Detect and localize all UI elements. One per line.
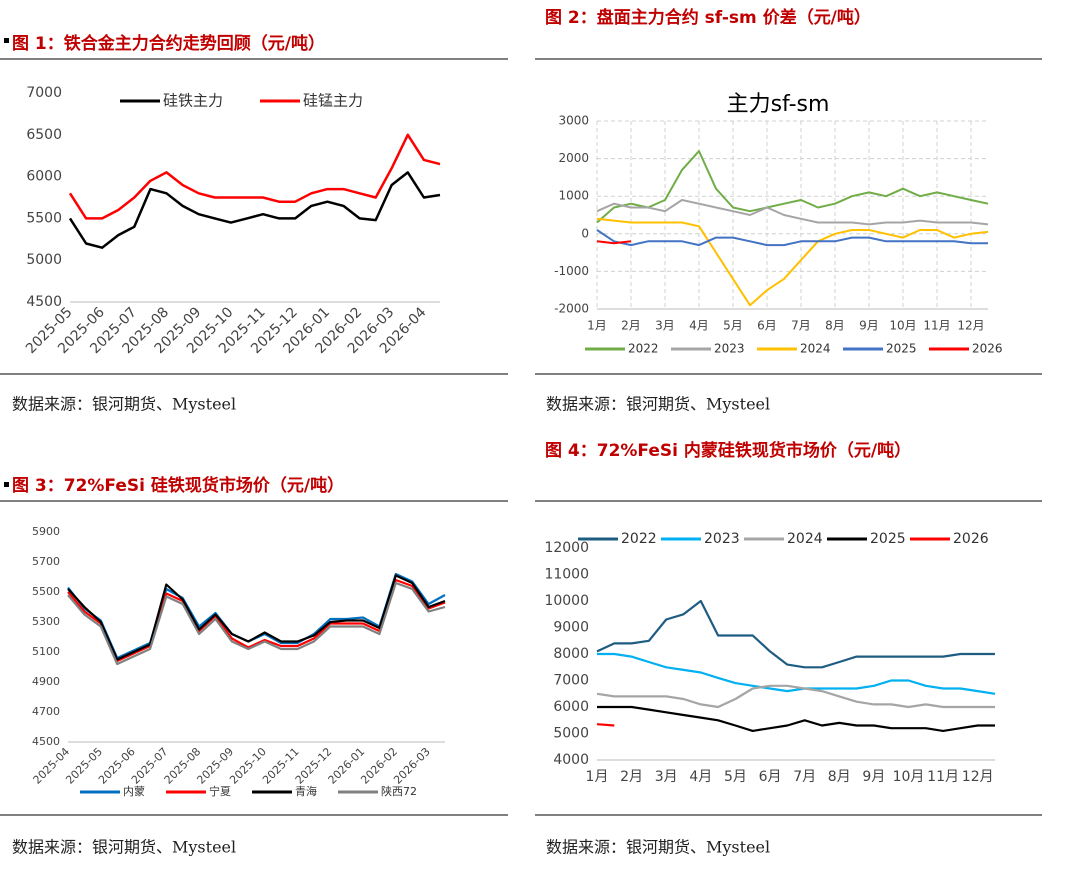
x-tick-label: 3月 — [655, 319, 675, 333]
y-tick-label: 2000 — [558, 151, 589, 165]
data-line — [67, 581, 446, 666]
source-note: 数据来源：银河期货、Mysteel — [12, 395, 236, 414]
x-tick-label: 5月 — [724, 769, 747, 785]
y-tick-label: 6500 — [26, 127, 62, 143]
data-line — [596, 240, 632, 245]
y-tick-label: 0 — [581, 226, 589, 240]
bullet — [4, 482, 9, 487]
x-tick-label: 10月 — [889, 319, 916, 333]
x-tick-label: 11月 — [923, 319, 950, 333]
legend-label: 内蒙 — [123, 784, 145, 798]
x-tick-label: 5月 — [723, 319, 743, 333]
y-tick-label: 8000 — [553, 646, 589, 662]
data-line — [596, 684, 995, 709]
legend-label: 硅锰主力 — [303, 92, 363, 110]
y-tick-label: -2000 — [554, 302, 589, 316]
x-tick-label: 2月 — [620, 769, 643, 785]
y-tick-label: 7000 — [553, 673, 589, 689]
data-line — [596, 723, 615, 727]
data-line — [596, 199, 989, 226]
y-tick-label: 7000 — [26, 85, 62, 101]
y-tick-label: 6000 — [26, 169, 62, 185]
legend-label: 青海 — [295, 784, 317, 798]
chart-title: 主力sf-sm — [727, 92, 830, 117]
figure-caption: 图 4：72%FeSi 内蒙硅铁现货市场价（元/吨） — [545, 440, 911, 461]
y-tick-label: 9000 — [553, 620, 589, 636]
y-tick-label: 1000 — [558, 189, 589, 203]
x-tick-label: 8月 — [825, 319, 845, 333]
legend-label: 宁夏 — [209, 784, 231, 798]
y-tick-label: 4900 — [32, 675, 60, 688]
legend-label: 2024 — [800, 342, 831, 356]
x-tick-label: 1月 — [586, 769, 609, 785]
figure-caption: 图 1：铁合金主力合约走势回顾（元/吨） — [12, 33, 325, 54]
x-tick-label: 8月 — [828, 769, 851, 785]
legend-label: 硅铁主力 — [163, 92, 223, 110]
data-line — [596, 229, 988, 247]
legend-label: 2025 — [886, 342, 917, 356]
y-tick-label: -1000 — [554, 264, 589, 278]
y-tick-label: 11000 — [544, 567, 589, 583]
legend-label: 2022 — [621, 531, 657, 547]
data-line — [597, 652, 996, 695]
data-line — [67, 578, 446, 663]
y-tick-label: 5700 — [32, 555, 60, 568]
data-line — [596, 599, 995, 669]
figure-caption: 图 3：72%FeSi 硅铁现货市场价（元/吨） — [12, 475, 344, 496]
x-tick-label: 2026-03 — [391, 745, 433, 787]
x-tick-label: 12月 — [962, 769, 994, 785]
y-tick-label: 4700 — [32, 705, 60, 718]
y-tick-label: 5500 — [32, 585, 60, 598]
x-tick-label: 11月 — [927, 769, 959, 785]
x-tick-label: 6月 — [757, 319, 777, 333]
data-line — [597, 705, 995, 732]
legend-label: 2026 — [972, 342, 1003, 356]
legend-label: 2022 — [628, 342, 659, 356]
y-tick-label: 10000 — [544, 593, 589, 609]
legend-label: 2025 — [870, 531, 906, 547]
y-tick-label: 5900 — [32, 525, 60, 538]
y-tick-label: 5300 — [32, 615, 60, 628]
data-line — [68, 171, 441, 249]
legend-label: 2024 — [787, 531, 823, 547]
y-tick-label: 4500 — [26, 294, 62, 310]
figure-caption: 图 2：盘面主力合约 sf-sm 价差（元/吨） — [545, 7, 871, 28]
y-tick-label: 5000 — [553, 726, 589, 742]
data-line — [596, 217, 989, 307]
legend-label: 2023 — [714, 342, 745, 356]
bullet — [4, 38, 9, 43]
y-tick-label: 5000 — [26, 252, 62, 268]
source-note: 数据来源：银河期货、Mysteel — [546, 395, 770, 414]
legend-label: 陕西72 — [381, 784, 417, 798]
x-tick-label: 10月 — [893, 769, 925, 785]
y-tick-label: 5100 — [32, 645, 60, 658]
y-tick-label: 4500 — [32, 735, 60, 748]
source-note: 数据来源：银河期货、Mysteel — [546, 838, 770, 857]
x-tick-label: 3月 — [655, 769, 678, 785]
y-tick-label: 6000 — [553, 699, 589, 715]
x-tick-label: 2月 — [621, 319, 641, 333]
x-tick-label: 4月 — [689, 769, 712, 785]
y-tick-label: 3000 — [558, 114, 589, 128]
data-line — [67, 574, 446, 661]
x-tick-label: 6月 — [759, 769, 782, 785]
y-tick-label: 5500 — [26, 210, 62, 226]
x-tick-label: 7月 — [793, 769, 816, 785]
x-tick-label: 9月 — [859, 319, 879, 333]
y-tick-label: 4000 — [553, 752, 589, 768]
legend-label: 2026 — [953, 531, 989, 547]
x-tick-label: 9月 — [862, 769, 885, 785]
x-tick-label: 4月 — [689, 319, 709, 333]
legend-label: 2023 — [704, 531, 740, 547]
source-note: 数据来源：银河期货、Mysteel — [12, 838, 236, 857]
x-tick-label: 1月 — [587, 319, 607, 333]
x-tick-label: 7月 — [791, 319, 811, 333]
data-line — [68, 133, 441, 220]
data-line — [596, 150, 989, 224]
y-tick-label: 12000 — [544, 540, 589, 556]
x-tick-label: 12月 — [957, 319, 984, 333]
